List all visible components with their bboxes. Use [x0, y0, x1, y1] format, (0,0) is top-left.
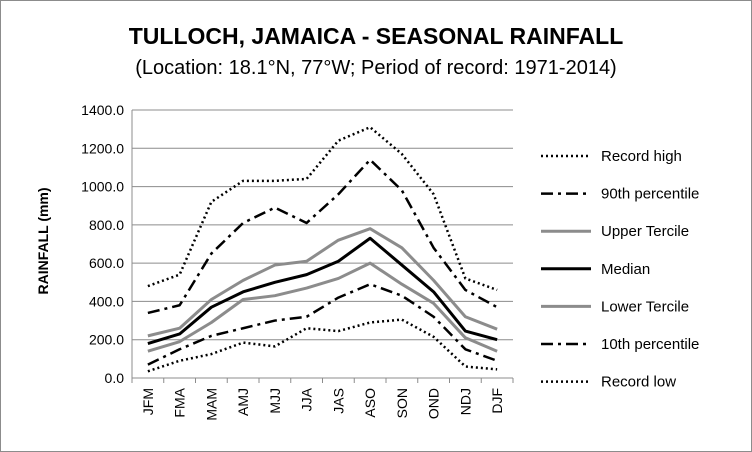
- y-axis-label: RAINFALL (mm): [35, 187, 51, 294]
- grid-lines: [131, 109, 513, 379]
- legend-label-90th-percentile: 90th percentile: [601, 186, 699, 203]
- x-tick-label-ndj: NDJ: [457, 388, 473, 415]
- x-tick-label-mjj: MJJ: [267, 388, 283, 414]
- y-tick-label: 600.0: [89, 255, 124, 271]
- legend-label-10th-percentile: 10th percentile: [601, 336, 699, 353]
- legend-label-median: Median: [601, 261, 650, 278]
- legend-label-lower-tercile: Lower Tercile: [601, 298, 689, 315]
- series-group: [147, 125, 498, 373]
- y-tick-label: 1000.0: [81, 179, 124, 195]
- x-tick-label-aso: ASO: [362, 388, 378, 418]
- legend-label-record-high: Record high: [601, 148, 682, 165]
- y-axis-ticks: 0.0 200.0 400.0 600.0 800.0 1000.0 1200.0 1400.…: [81, 102, 124, 386]
- x-axis-ticks: JFM FMA MAM AMJ MJJ JJA JAS ASO SON OND NDJ DJF: [131, 378, 514, 421]
- x-tick-label-djf: DJF: [489, 388, 505, 414]
- y-tick-label: 400.0: [89, 293, 124, 309]
- legend-label-upper-tercile: Upper Tercile: [601, 223, 689, 240]
- x-tick-label-son: SON: [394, 388, 410, 418]
- x-tick-label-fma: FMA: [172, 387, 188, 417]
- y-tick-label: 1200.0: [81, 140, 124, 156]
- y-tick-label: 1400.0: [81, 102, 124, 118]
- series-line-median: [147, 236, 498, 345]
- x-tick-label-mam: MAM: [203, 388, 219, 421]
- x-tick-label-jja: JJA: [299, 387, 315, 411]
- chart-title: TULLOCH, JAMAICA - SEASONAL RAINFALL: [128, 23, 624, 49]
- series-line-10th-percentile: [147, 282, 498, 366]
- series-line-record-high: [147, 125, 498, 292]
- series-line-90th-percentile: [147, 158, 498, 315]
- x-tick-label-ond: OND: [426, 388, 442, 419]
- series-line-lower-tercile: [147, 261, 498, 353]
- chart-subtitle: (Location: 18.1°N, 77°W; Period of recor…: [135, 57, 617, 79]
- legend-label-record-low: Record low: [601, 374, 676, 391]
- y-tick-label: 0.0: [105, 370, 125, 386]
- legend: Record high 90th percentile Upper Tercile M…: [541, 148, 699, 391]
- series-line-record-low: [147, 318, 498, 373]
- series-line-upper-tercile: [147, 227, 498, 338]
- x-tick-label-amj: AMJ: [235, 388, 251, 416]
- y-tick-label: 200.0: [89, 332, 124, 348]
- y-tick-label: 800.0: [89, 217, 124, 233]
- x-tick-label-jfm: JFM: [140, 388, 156, 415]
- x-tick-label-jas: JAS: [330, 388, 346, 414]
